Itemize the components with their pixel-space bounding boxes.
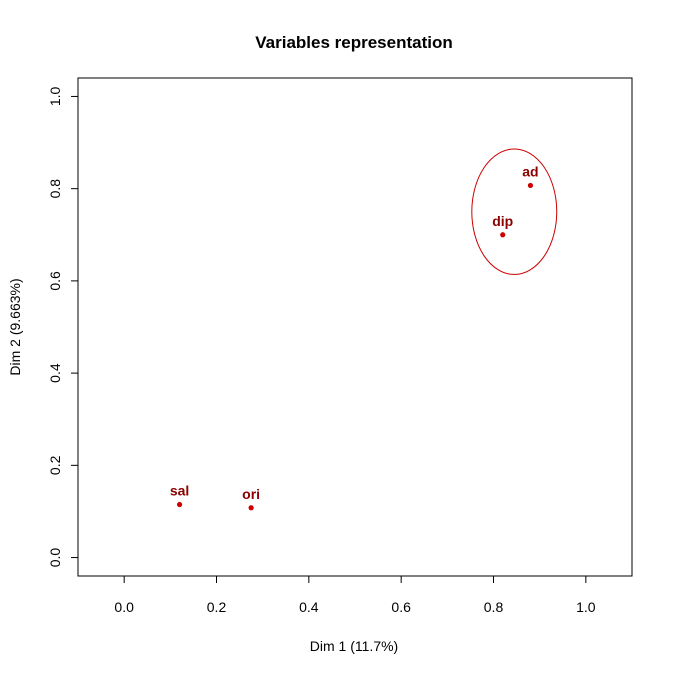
point-sal — [176, 501, 183, 508]
x-tick-label: 0.8 — [484, 599, 504, 615]
x-tick-label: 0.6 — [391, 599, 411, 615]
data-marks: sal ori dip ad — [170, 148, 558, 511]
x-tick-label: 1.0 — [576, 599, 596, 615]
point-dip — [500, 232, 506, 238]
y-tick-label: 0.0 — [47, 548, 63, 568]
x-tick-label: 0.0 — [114, 599, 134, 615]
x-tick-label: 0.2 — [207, 599, 227, 615]
y-tick-label: 0.8 — [47, 179, 63, 199]
x-tick-label: 0.4 — [299, 599, 319, 615]
point-label-ori: ori — [242, 486, 260, 502]
y-axis: 0.0 0.2 0.4 0.6 0.8 1.0 — [47, 87, 79, 568]
point-label-ad: ad — [522, 163, 538, 179]
plot-frame — [77, 77, 633, 577]
y-axis-label: Dim 2 (9.663%) — [7, 278, 23, 375]
point-label-dip: dip — [492, 213, 513, 229]
y-tick-label: 0.4 — [47, 363, 63, 383]
y-tick-label: 0.2 — [47, 455, 63, 475]
y-tick-label: 1.0 — [47, 87, 63, 107]
confidence-ellipse — [471, 148, 558, 275]
point-ad — [527, 182, 534, 189]
x-axis: 0.0 0.2 0.4 0.6 0.8 1.0 — [114, 575, 596, 615]
point-label-sal: sal — [170, 483, 189, 499]
y-tick-label: 0.6 — [47, 271, 63, 291]
chart-title: Variables representation — [255, 33, 452, 52]
point-ori — [248, 505, 254, 511]
x-axis-label: Dim 1 (11.7%) — [310, 638, 398, 654]
